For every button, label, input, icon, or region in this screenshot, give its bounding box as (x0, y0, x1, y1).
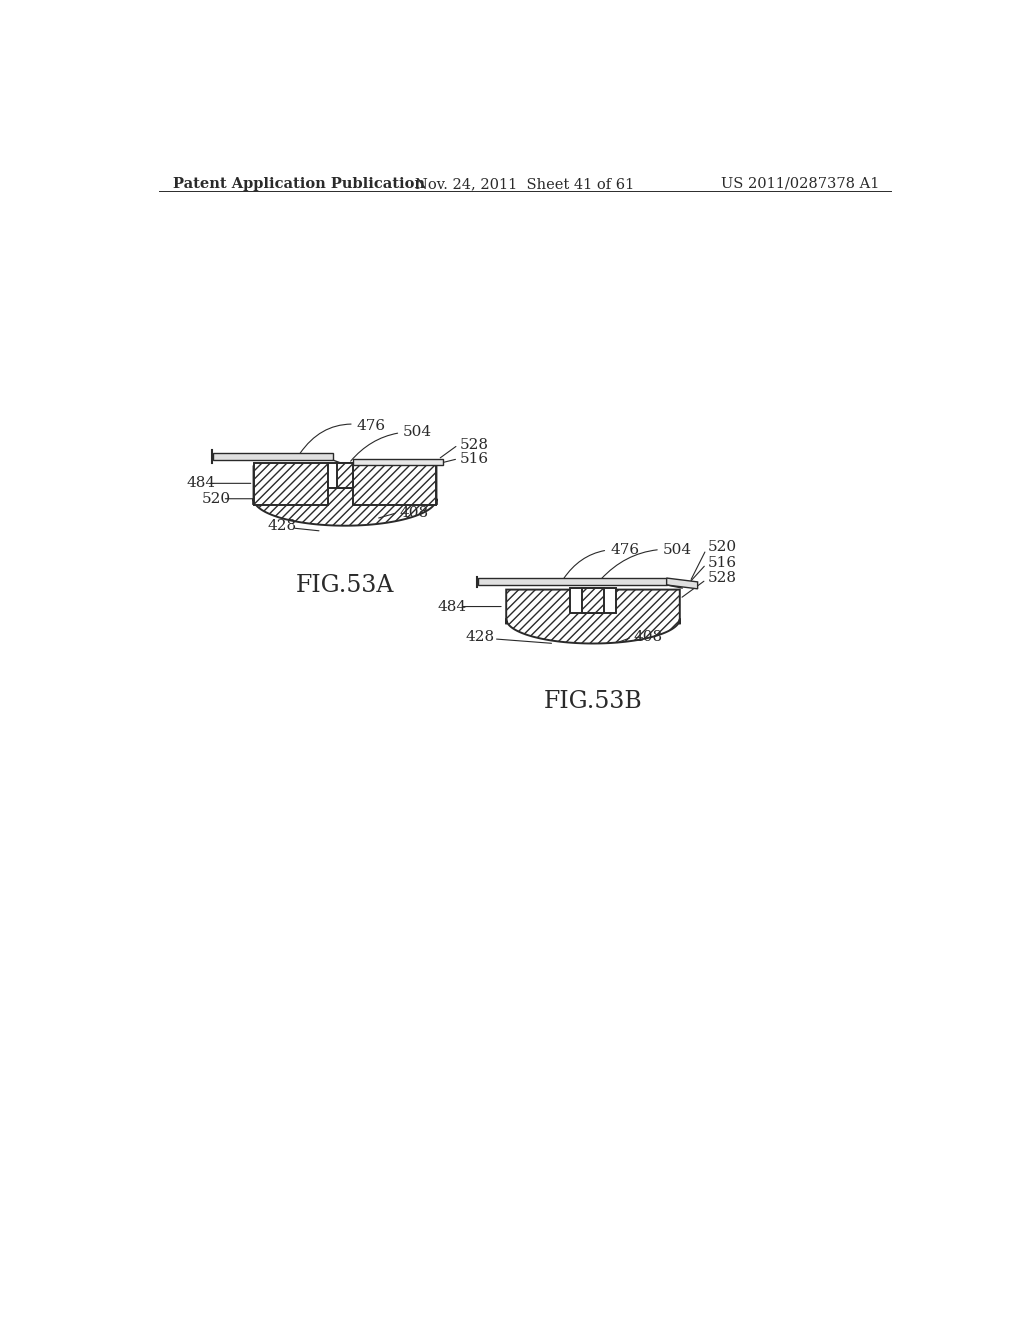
Text: 428: 428 (465, 631, 495, 644)
Polygon shape (352, 462, 436, 506)
Text: 484: 484 (186, 477, 215, 490)
Text: 428: 428 (267, 520, 297, 533)
Text: 520: 520 (708, 540, 737, 554)
Polygon shape (583, 589, 604, 612)
Text: 516: 516 (460, 451, 488, 466)
Text: FIG.53A: FIG.53A (296, 574, 394, 597)
Bar (569, 589, 616, 612)
Polygon shape (254, 466, 436, 525)
Text: 476: 476 (563, 543, 639, 578)
Text: FIG.53B: FIG.53B (544, 689, 642, 713)
Text: 520: 520 (202, 492, 230, 506)
Text: 408: 408 (399, 506, 428, 520)
Text: 504: 504 (350, 425, 432, 461)
Bar (478, 578, 667, 585)
Text: Patent Application Publication: Patent Application Publication (173, 177, 425, 191)
Text: US 2011/0287378 A1: US 2011/0287378 A1 (721, 177, 880, 191)
Text: Nov. 24, 2011  Sheet 41 of 61: Nov. 24, 2011 Sheet 41 of 61 (415, 177, 635, 191)
Polygon shape (506, 590, 680, 643)
Text: 516: 516 (708, 556, 737, 570)
Bar (213, 453, 334, 461)
Polygon shape (667, 578, 697, 589)
Polygon shape (254, 462, 328, 506)
Bar (352, 459, 442, 465)
Text: 476: 476 (300, 420, 386, 453)
Text: 484: 484 (438, 599, 467, 614)
Text: 504: 504 (601, 543, 692, 579)
Bar (328, 462, 352, 488)
Text: 528: 528 (460, 438, 488, 451)
Text: 528: 528 (708, 572, 736, 585)
Polygon shape (337, 462, 352, 488)
Text: 408: 408 (633, 631, 663, 644)
